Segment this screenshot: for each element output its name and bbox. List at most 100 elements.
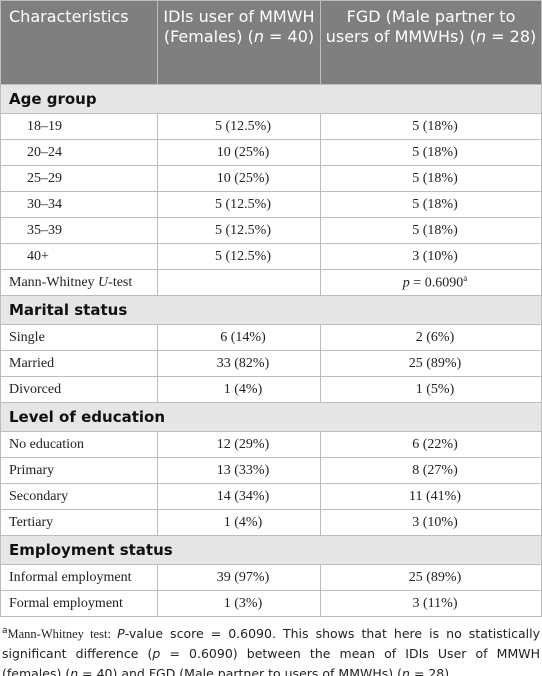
data-row: 20–24 10 (25%) 5 (18%): [0, 139, 542, 166]
data-row: No education 12 (29%) 6 (22%): [0, 431, 542, 458]
header-text: n: [253, 27, 264, 46]
section-title: Employment status: [0, 535, 542, 565]
data-row: Married 33 (82%) 25 (89%): [0, 350, 542, 377]
label-cell: Married: [0, 350, 158, 377]
section-row: Marital status: [0, 295, 542, 325]
footnote-mark: a: [2, 626, 8, 636]
value-cell: 10 (25%): [157, 165, 321, 192]
header-cell: Characteristics: [0, 0, 158, 85]
header-text: FGD (Male partner to users of MMWHs) (: [325, 7, 516, 46]
value-cell: 39 (97%): [157, 564, 321, 591]
section-row: Age group: [0, 84, 542, 114]
value-cell: 1 (3%): [157, 590, 321, 617]
data-row: 18–19 5 (12.5%) 5 (18%): [0, 113, 542, 140]
value-cell: 6 (14%): [157, 324, 321, 351]
label-cell: Single: [0, 324, 158, 351]
value-cell: 5 (18%): [320, 217, 542, 244]
label-cell: 18–19: [0, 113, 158, 140]
value-cell: 3 (11%): [320, 590, 542, 617]
section-title: Age group: [0, 84, 542, 114]
section-title: Marital status: [0, 295, 542, 325]
data-row: 30–34 5 (12.5%) 5 (18%): [0, 191, 542, 218]
value-cell: 12 (29%): [157, 431, 321, 458]
value-cell: 1 (4%): [157, 376, 321, 403]
label-cell: Informal employment: [0, 564, 158, 591]
section-title: Level of education: [0, 402, 542, 432]
test-value: p: [402, 275, 410, 291]
test-label: U: [98, 274, 109, 290]
footnote-text: n: [70, 666, 79, 676]
label-cell: Primary: [0, 457, 158, 484]
value-cell: 33 (82%): [157, 350, 321, 377]
footnote-text: = 40) and FGD (Male partner to users of …: [78, 666, 402, 676]
value-cell: 5 (12.5%): [157, 113, 321, 140]
test-label: -test: [108, 274, 133, 290]
value-cell: 5 (12.5%): [157, 217, 321, 244]
data-row: Informal employment 39 (97%) 25 (89%): [0, 564, 542, 591]
value-cell: p = 0.6090a: [320, 269, 542, 296]
value-cell: 13 (33%): [157, 457, 321, 484]
value-cell: 5 (18%): [320, 139, 542, 166]
value-cell: 5 (18%): [320, 191, 542, 218]
data-row: 40+ 5 (12.5%) 3 (10%): [0, 243, 542, 270]
value-cell: 1 (4%): [157, 509, 321, 536]
data-row: Formal employment 1 (3%) 3 (11%): [0, 590, 542, 617]
label-cell: 25–29: [0, 165, 158, 192]
header-text: n: [475, 27, 487, 46]
value-cell: [157, 269, 321, 296]
label-cell: 35–39: [0, 217, 158, 244]
header-cell: FGD (Male partner to users of MMWHs) (n …: [320, 0, 542, 85]
data-row: 25–29 10 (25%) 5 (18%): [0, 165, 542, 192]
data-row: Tertiary 1 (4%) 3 (10%): [0, 509, 542, 536]
data-row: Single 6 (14%) 2 (6%): [0, 324, 542, 351]
data-row: Secondary 14 (34%) 11 (41%): [0, 483, 542, 510]
value-cell: 1 (5%): [320, 376, 542, 403]
section-row: Employment status: [0, 535, 542, 565]
footnote-text: = 28).: [409, 666, 454, 676]
value-cell: 6 (22%): [320, 431, 542, 458]
data-row: Divorced 1 (4%) 1 (5%): [0, 376, 542, 403]
test-row: Mann-Whitney U-test p = 0.6090a: [0, 269, 542, 296]
test-value: = 0.6090: [409, 275, 464, 291]
header-row: Characteristics IDIs user of MMWH (Femal…: [0, 0, 542, 85]
label-cell: Formal employment: [0, 590, 158, 617]
value-cell: 5 (12.5%): [157, 191, 321, 218]
label-cell: Tertiary: [0, 509, 158, 536]
value-cell: 3 (10%): [320, 243, 542, 270]
value-cell: 14 (34%): [157, 483, 321, 510]
header-text: = 28): [486, 27, 537, 46]
footnote-text: p: [152, 646, 161, 662]
label-cell: 20–24: [0, 139, 158, 166]
section-row: Level of education: [0, 402, 542, 432]
value-cell: 10 (25%): [157, 139, 321, 166]
header-cell: IDIs user of MMWH (Females) (n = 40): [157, 0, 321, 85]
test-label: Mann-Whitney: [9, 274, 99, 290]
label-cell: 40+: [0, 243, 158, 270]
data-row: Primary 13 (33%) 8 (27%): [0, 457, 542, 484]
label-cell: Secondary: [0, 483, 158, 510]
footnote: aMann-Whitney test: P-value score = 0.60…: [0, 617, 542, 676]
value-cell: 3 (10%): [320, 509, 542, 536]
value-cell: 5 (12.5%): [157, 243, 321, 270]
label-cell: No education: [0, 431, 158, 458]
test-value: a: [463, 273, 468, 284]
value-cell: 25 (89%): [320, 350, 542, 377]
value-cell: 2 (6%): [320, 324, 542, 351]
demographics-table: Characteristics IDIs user of MMWH (Femal…: [0, 0, 542, 617]
footnote-text: Mann-Whitney test:: [7, 627, 118, 642]
footnote-text: P: [117, 626, 125, 642]
value-cell: 8 (27%): [320, 457, 542, 484]
footnote-text: = 0.6090) between the mean of IDIs User …: [2, 646, 541, 676]
value-cell: 5 (18%): [320, 113, 542, 140]
value-cell: 25 (89%): [320, 564, 542, 591]
label-cell: 30–34: [0, 191, 158, 218]
label-cell: Divorced: [0, 376, 158, 403]
header-text: IDIs user of MMWH (Females) (: [163, 7, 315, 46]
value-cell: 5 (18%): [320, 165, 542, 192]
data-row: 35–39 5 (12.5%) 5 (18%): [0, 217, 542, 244]
header-text: = 40): [263, 27, 315, 46]
footnote-text: -value score = 0.6090. This shows that h…: [2, 626, 540, 662]
footnote-text: n: [401, 666, 410, 676]
label-cell: Mann-Whitney U-test: [0, 269, 158, 296]
